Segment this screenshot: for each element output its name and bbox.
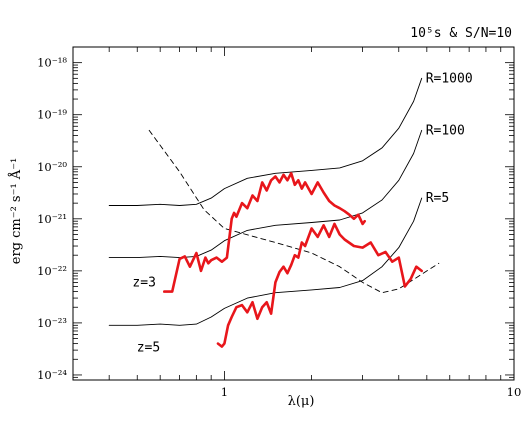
chart-title: 10⁵s & S/N=10 (410, 26, 512, 41)
x-tick-label: 1 (221, 385, 228, 399)
curve-r-100 (108, 129, 423, 259)
spectrum-z-5 (216, 222, 423, 348)
spectrum-z-3 (163, 172, 366, 293)
curve-r-1000 (108, 77, 423, 206)
curve-r-5 (108, 197, 423, 326)
y-tick-label: 10⁻¹⁹ (37, 108, 67, 122)
curve-detection-limit (148, 129, 440, 294)
spectrum-label: z=3 (132, 276, 155, 291)
plot-frame (72, 46, 515, 381)
x-axis-label: λ(μ) (288, 394, 315, 409)
y-tick-label: 10⁻²¹ (37, 212, 67, 226)
y-tick-labels: 10⁻¹⁸ 10⁻¹⁹ 10⁻²⁰ 10⁻²¹ 10⁻²² 10⁻²³ 10⁻²⁴ (37, 56, 67, 382)
curve-label: R=5 (426, 191, 449, 206)
y-axis-label: erg cm⁻² s⁻¹ Å⁻¹ (8, 158, 24, 265)
y-tick-label: 10⁻²⁰ (37, 160, 67, 174)
series-labels: R=1000 R=100 R=5 z=3 z=5 (132, 71, 472, 355)
spectrum-label: z=5 (137, 341, 160, 356)
y-tick-label: 10⁻²³ (37, 316, 67, 330)
curve-label: R=1000 (426, 71, 473, 86)
axis-ticks (72, 46, 515, 381)
y-tick-label: 10⁻²⁴ (37, 368, 67, 382)
x-tick-labels: 1 10 (221, 385, 522, 399)
curve-label: R=100 (426, 123, 465, 138)
y-tick-label: 10⁻²² (37, 264, 67, 278)
x-tick-label: 10 (507, 385, 522, 399)
y-tick-label: 10⁻¹⁸ (37, 56, 67, 70)
series-layer (108, 77, 440, 348)
